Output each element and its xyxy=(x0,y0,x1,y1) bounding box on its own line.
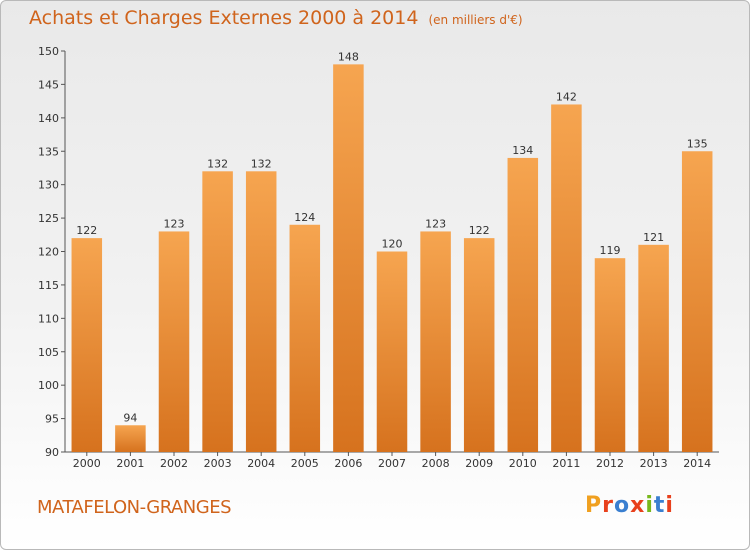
bar-2009 xyxy=(463,238,495,452)
y-tick-label: 90 xyxy=(45,446,59,459)
y-tick-label: 125 xyxy=(38,212,59,225)
bar-2013 xyxy=(638,244,669,452)
bar-value-label: 122 xyxy=(469,224,490,237)
y-tick-label: 115 xyxy=(38,279,59,292)
bar-2010 xyxy=(507,157,539,452)
x-tick-label: 2008 xyxy=(422,457,450,470)
bar-2007 xyxy=(376,251,408,452)
x-tick-label: 2010 xyxy=(509,457,537,470)
logo-letter: i xyxy=(665,493,674,518)
bar-value-label: 123 xyxy=(425,217,446,230)
x-tick-label: 2002 xyxy=(160,457,188,470)
x-tick-label: 2006 xyxy=(334,457,362,470)
x-tick-label: 2014 xyxy=(683,457,711,470)
proxiti-logo[interactable]: Proxiti xyxy=(585,493,674,518)
bar-value-label: 123 xyxy=(164,217,185,230)
logo-letter: i xyxy=(645,493,654,518)
bar-value-label: 120 xyxy=(382,238,403,251)
bar-value-label: 142 xyxy=(556,90,577,103)
x-tick-label: 2003 xyxy=(204,457,232,470)
bar-value-label: 148 xyxy=(338,50,359,63)
chart-title: Achats et Charges Externes 2000 à 2014 xyxy=(29,7,419,29)
chart-unit: (en milliers d'€) xyxy=(428,13,523,27)
x-tick-label: 2005 xyxy=(291,457,319,470)
bar-value-label: 124 xyxy=(294,211,315,224)
bar-2005 xyxy=(289,224,321,452)
bar-value-label: 132 xyxy=(207,157,228,170)
y-tick-label: 100 xyxy=(38,379,59,392)
logo-letter: t xyxy=(653,493,666,518)
bar-value-label: 132 xyxy=(251,157,272,170)
chart-title-block: Achats et Charges Externes 2000 à 2014 (e… xyxy=(29,7,523,29)
x-tick-label: 2004 xyxy=(247,457,275,470)
bar-value-label: 119 xyxy=(600,244,621,257)
bar-value-label: 94 xyxy=(123,411,137,424)
logo-letter: o xyxy=(613,493,631,518)
bar-value-label: 121 xyxy=(643,231,664,244)
bar-2002 xyxy=(158,231,190,452)
bar-2004 xyxy=(245,171,277,453)
bar-value-label: 134 xyxy=(512,144,533,157)
y-tick-label: 135 xyxy=(38,145,59,158)
y-tick-label: 120 xyxy=(38,246,59,259)
y-tick-label: 150 xyxy=(38,45,59,58)
y-tick-label: 145 xyxy=(38,78,59,91)
commune-name: MATAFELON-GRANGES xyxy=(37,497,232,518)
bar-value-label: 122 xyxy=(76,224,97,237)
bars: 122 94 123 132 132 124 148 120 123 122 134 142 119 12… xyxy=(71,50,713,453)
y-tick-label: 95 xyxy=(45,413,59,426)
y-tick-label: 110 xyxy=(38,312,59,325)
x-tick-label: 2000 xyxy=(73,457,101,470)
y-tick-label: 140 xyxy=(38,112,59,125)
bar-2012 xyxy=(594,258,626,452)
bar-2000 xyxy=(71,238,103,452)
x-tick-label: 2013 xyxy=(640,457,668,470)
logo-letter: r xyxy=(602,493,614,518)
y-tick-label: 130 xyxy=(38,179,59,192)
x-tick-label: 2011 xyxy=(552,457,580,470)
bar-value-label: 135 xyxy=(687,137,708,150)
x-tick-label: 2001 xyxy=(116,457,144,470)
y-tick-label: 105 xyxy=(38,346,59,359)
x-tick-label: 2009 xyxy=(465,457,493,470)
x-tick-label: 2012 xyxy=(596,457,624,470)
logo-letter: x xyxy=(630,493,646,518)
bar-2014 xyxy=(681,151,713,452)
bar-2006 xyxy=(333,64,364,452)
bar-2003 xyxy=(202,171,233,453)
bar-2001 xyxy=(115,425,146,452)
logo-letter: P xyxy=(585,493,603,518)
x-tick-label: 2007 xyxy=(378,457,406,470)
bar-2008 xyxy=(420,231,451,452)
bar-2011 xyxy=(551,104,582,452)
